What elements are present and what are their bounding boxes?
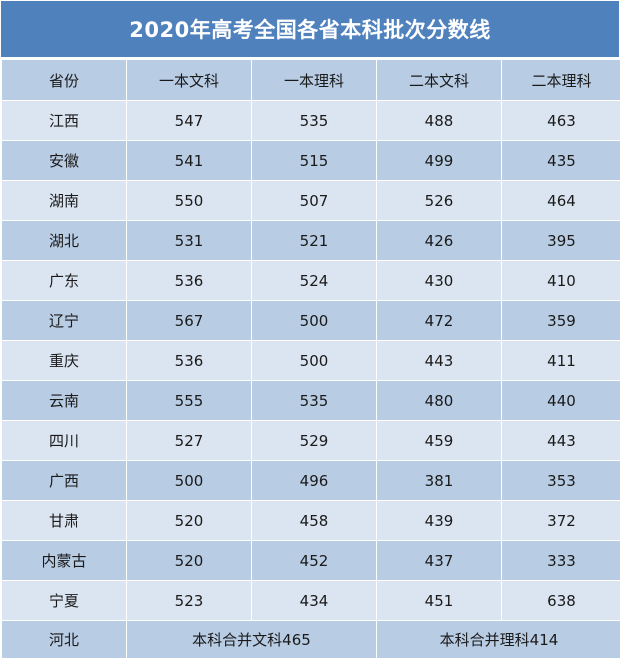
cell-tier2-liberal: 451 — [377, 581, 502, 621]
cell-tier2-science: 435 — [502, 141, 620, 181]
cell-tier1-science: 515 — [252, 141, 377, 181]
cell-tier1-science: 496 — [252, 461, 377, 501]
cell-tier2-science: 463 — [502, 101, 620, 141]
page-title: 2020年高考全国各省本科批次分数线 — [1, 1, 619, 59]
cell-province: 广东 — [2, 261, 127, 301]
cell-tier2-liberal: 499 — [377, 141, 502, 181]
cell-province: 河北 — [2, 621, 127, 659]
table-row: 广西 500 496 381 353 — [2, 461, 620, 501]
cell-tier1-science: 452 — [252, 541, 377, 581]
header-row: 省份 一本文科 一本理科 二本文科 二本理科 — [2, 60, 620, 101]
cell-tier1-science: 500 — [252, 301, 377, 341]
cell-province: 湖南 — [2, 181, 127, 221]
column-header-tier2-liberal: 二本文科 — [377, 60, 502, 101]
table-row: 重庆 536 500 443 411 — [2, 341, 620, 381]
cell-tier1-liberal: 555 — [127, 381, 252, 421]
table-body: 江西 547 535 488 463 安徽 541 515 499 435 湖南… — [2, 101, 620, 659]
cell-tier1-liberal: 541 — [127, 141, 252, 181]
cell-tier2-science: 411 — [502, 341, 620, 381]
table-row: 湖北 531 521 426 395 — [2, 221, 620, 261]
cell-tier2-liberal: 488 — [377, 101, 502, 141]
cell-tier1-science: 434 — [252, 581, 377, 621]
cell-tier2-science: 443 — [502, 421, 620, 461]
cell-tier1-science: 458 — [252, 501, 377, 541]
cell-tier2-science: 410 — [502, 261, 620, 301]
column-header-tier1-science: 一本理科 — [252, 60, 377, 101]
table-row: 辽宁 567 500 472 359 — [2, 301, 620, 341]
cell-tier2-liberal: 439 — [377, 501, 502, 541]
cell-tier1-liberal: 520 — [127, 501, 252, 541]
cell-tier2-liberal: 381 — [377, 461, 502, 501]
cell-tier2-liberal: 443 — [377, 341, 502, 381]
cell-tier2-science: 353 — [502, 461, 620, 501]
cell-tier1-liberal: 520 — [127, 541, 252, 581]
cell-tier2-liberal: 430 — [377, 261, 502, 301]
cell-tier2-science: 359 — [502, 301, 620, 341]
cell-tier1-liberal: 523 — [127, 581, 252, 621]
cell-tier1-liberal: 500 — [127, 461, 252, 501]
cell-province: 湖北 — [2, 221, 127, 261]
cell-province: 宁夏 — [2, 581, 127, 621]
cell-tier1-science: 500 — [252, 341, 377, 381]
cell-tier1-science: 507 — [252, 181, 377, 221]
cell-province: 内蒙古 — [2, 541, 127, 581]
table-row: 内蒙古 520 452 437 333 — [2, 541, 620, 581]
cell-tier2-liberal: 426 — [377, 221, 502, 261]
cell-tier2-liberal: 459 — [377, 421, 502, 461]
table-row: 湖南 550 507 526 464 — [2, 181, 620, 221]
cell-tier2-science: 333 — [502, 541, 620, 581]
cell-tier2-science: 638 — [502, 581, 620, 621]
column-header-province: 省份 — [2, 60, 127, 101]
cell-tier1-liberal: 531 — [127, 221, 252, 261]
table-header: 省份 一本文科 一本理科 二本文科 二本理科 — [2, 60, 620, 101]
cell-tier2-liberal: 480 — [377, 381, 502, 421]
cell-province: 安徽 — [2, 141, 127, 181]
cell-tier2-liberal: 526 — [377, 181, 502, 221]
cell-tier1-science: 535 — [252, 101, 377, 141]
cell-province: 四川 — [2, 421, 127, 461]
cell-merged-liberal: 本科合并文科465 — [127, 621, 377, 659]
cell-merged-science: 本科合并理科414 — [377, 621, 620, 659]
cell-tier1-liberal: 527 — [127, 421, 252, 461]
table-row: 四川 527 529 459 443 — [2, 421, 620, 461]
table-row: 江西 547 535 488 463 — [2, 101, 620, 141]
cell-tier1-liberal: 567 — [127, 301, 252, 341]
table-row: 安徽 541 515 499 435 — [2, 141, 620, 181]
column-header-tier1-liberal: 一本文科 — [127, 60, 252, 101]
table-row: 广东 536 524 430 410 — [2, 261, 620, 301]
table-row: 云南 555 535 480 440 — [2, 381, 620, 421]
cell-tier1-science: 521 — [252, 221, 377, 261]
cell-province: 重庆 — [2, 341, 127, 381]
cell-tier2-science: 440 — [502, 381, 620, 421]
score-table: 省份 一本文科 一本理科 二本文科 二本理科 江西 547 535 488 46… — [1, 59, 620, 659]
cell-tier2-liberal: 437 — [377, 541, 502, 581]
cell-province: 广西 — [2, 461, 127, 501]
cell-tier2-liberal: 472 — [377, 301, 502, 341]
table-row: 甘肃 520 458 439 372 — [2, 501, 620, 541]
cell-tier1-liberal: 536 — [127, 341, 252, 381]
cell-tier1-liberal: 536 — [127, 261, 252, 301]
cell-province: 江西 — [2, 101, 127, 141]
cell-tier2-science: 464 — [502, 181, 620, 221]
table-row: 宁夏 523 434 451 638 — [2, 581, 620, 621]
table-row-merged: 河北 本科合并文科465 本科合并理科414 — [2, 621, 620, 659]
cell-tier1-liberal: 550 — [127, 181, 252, 221]
cell-tier2-science: 372 — [502, 501, 620, 541]
cell-province: 辽宁 — [2, 301, 127, 341]
column-header-tier2-science: 二本理科 — [502, 60, 620, 101]
cell-province: 云南 — [2, 381, 127, 421]
cell-tier1-science: 529 — [252, 421, 377, 461]
cell-tier1-science: 535 — [252, 381, 377, 421]
cell-tier1-science: 524 — [252, 261, 377, 301]
cell-tier2-science: 395 — [502, 221, 620, 261]
cell-tier1-liberal: 547 — [127, 101, 252, 141]
cell-province: 甘肃 — [2, 501, 127, 541]
